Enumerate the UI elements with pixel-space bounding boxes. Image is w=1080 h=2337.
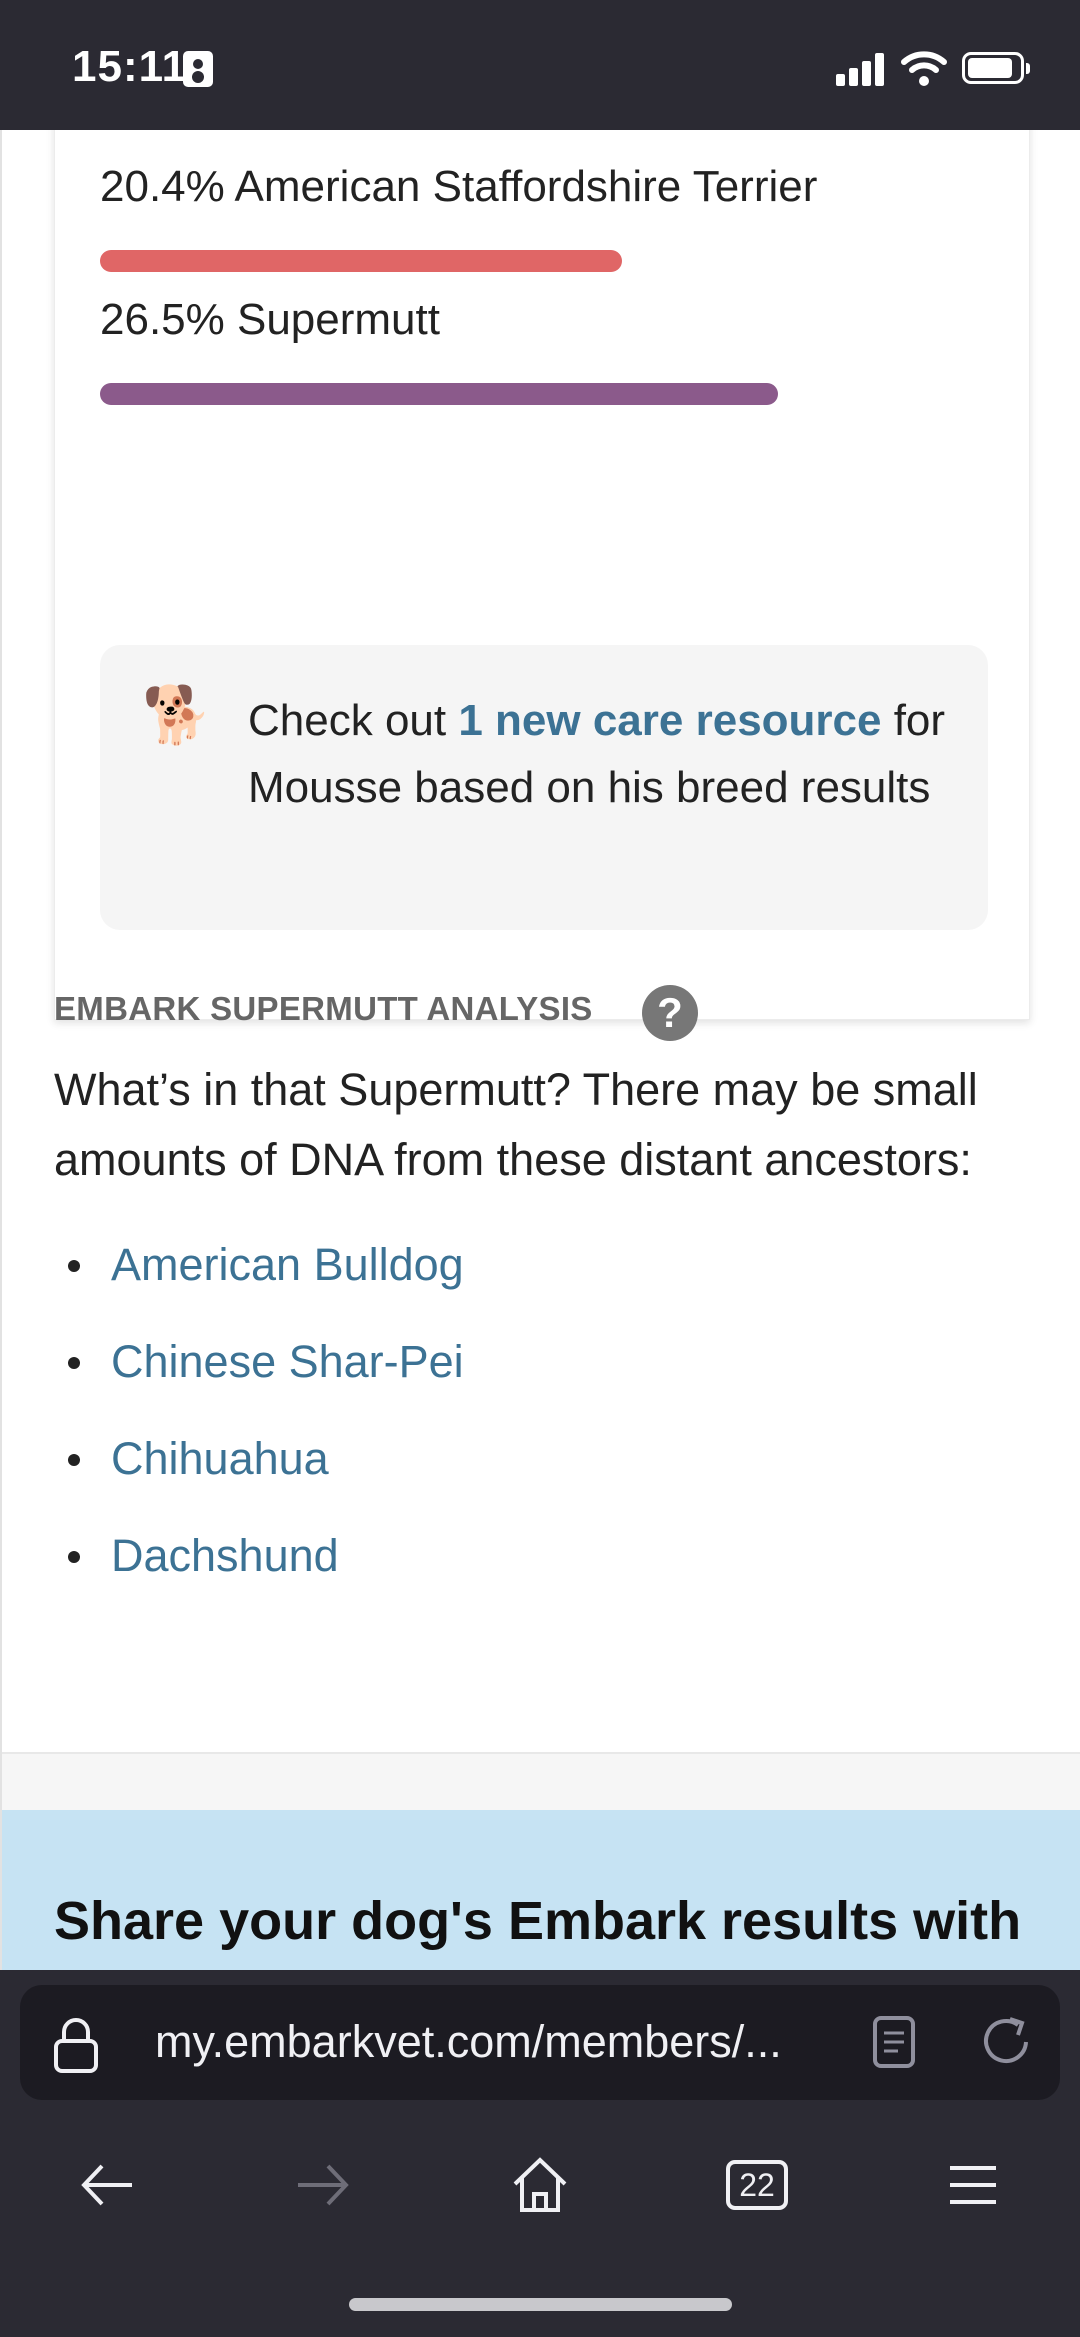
reload-icon[interactable]: [978, 2013, 1036, 2071]
wifi-icon: [901, 51, 947, 86]
care-resource-text: Check out 1 new care resource for Mousse…: [248, 687, 948, 821]
reader-view-icon[interactable]: [872, 2015, 916, 2069]
share-section: Share your dog's Embark results with: [2, 1810, 1080, 1970]
tabs-icon: [726, 2160, 788, 2210]
ancestor-link-dachshund[interactable]: Dachshund: [54, 1516, 464, 1613]
ancestor-list: American Bulldog Chinese Shar-Pei Chihua…: [54, 1225, 464, 1613]
tabs-button[interactable]: 22: [722, 2150, 792, 2220]
help-icon[interactable]: ?: [642, 985, 698, 1041]
care-resource-link[interactable]: 1 new care resource: [458, 696, 882, 745]
share-title: Share your dog's Embark results with: [54, 1891, 1022, 1951]
dog-icon: 🐕: [142, 683, 212, 746]
breed-bar: [100, 250, 622, 272]
contact-card-icon: [183, 51, 213, 87]
breed-results-card: 20.4% American Staffordshire Terrier 26.…: [54, 130, 1030, 1020]
ancestor-link-american-bulldog[interactable]: American Bulldog: [54, 1225, 464, 1322]
ancestor-link-chinese-shar-pei[interactable]: Chinese Shar-Pei: [54, 1322, 464, 1419]
supermutt-intro: What’s in that Supermutt? There may be s…: [54, 1064, 978, 1185]
supermutt-heading: EMBARK SUPERMUTT ANALYSIS: [54, 990, 593, 1027]
section-divider: [2, 1752, 1080, 1754]
web-page: 20.4% American Staffordshire Terrier 26.…: [0, 130, 1080, 1970]
home-indicator[interactable]: [349, 2298, 732, 2311]
breed-label: 20.4% American Staffordshire Terrier: [100, 162, 818, 211]
menu-icon[interactable]: [938, 2150, 1008, 2220]
ancestor-link-chihuahua[interactable]: Chihuahua: [54, 1419, 464, 1516]
browser-toolbar: my.embarkvet.com/members/... 22: [0, 1970, 1080, 2337]
battery-icon: [962, 52, 1030, 84]
lock-icon[interactable]: [52, 2015, 100, 2075]
address-bar[interactable]: my.embarkvet.com/members/...: [20, 1985, 1060, 2100]
forward-arrow-icon[interactable]: [288, 2150, 358, 2220]
care-resource-prefix: Check out: [248, 696, 459, 745]
status-time: 15:11: [72, 42, 188, 91]
care-resource-suffix: for Mousse based on his breed results: [248, 696, 946, 812]
tab-count: 22: [739, 2167, 775, 2203]
back-arrow-icon[interactable]: [72, 2150, 142, 2220]
url-text[interactable]: my.embarkvet.com/members/...: [155, 2016, 782, 2067]
home-icon[interactable]: [505, 2150, 575, 2220]
cellular-signal-icon: [836, 52, 886, 86]
section-gap: [2, 1754, 1080, 1810]
care-resource-callout: 🐕 Check out 1 new care resource for Mous…: [100, 645, 988, 930]
breed-label: 26.5% Supermutt: [100, 295, 440, 344]
breed-bar: [100, 383, 778, 405]
status-bar: 15:11: [0, 0, 1080, 130]
